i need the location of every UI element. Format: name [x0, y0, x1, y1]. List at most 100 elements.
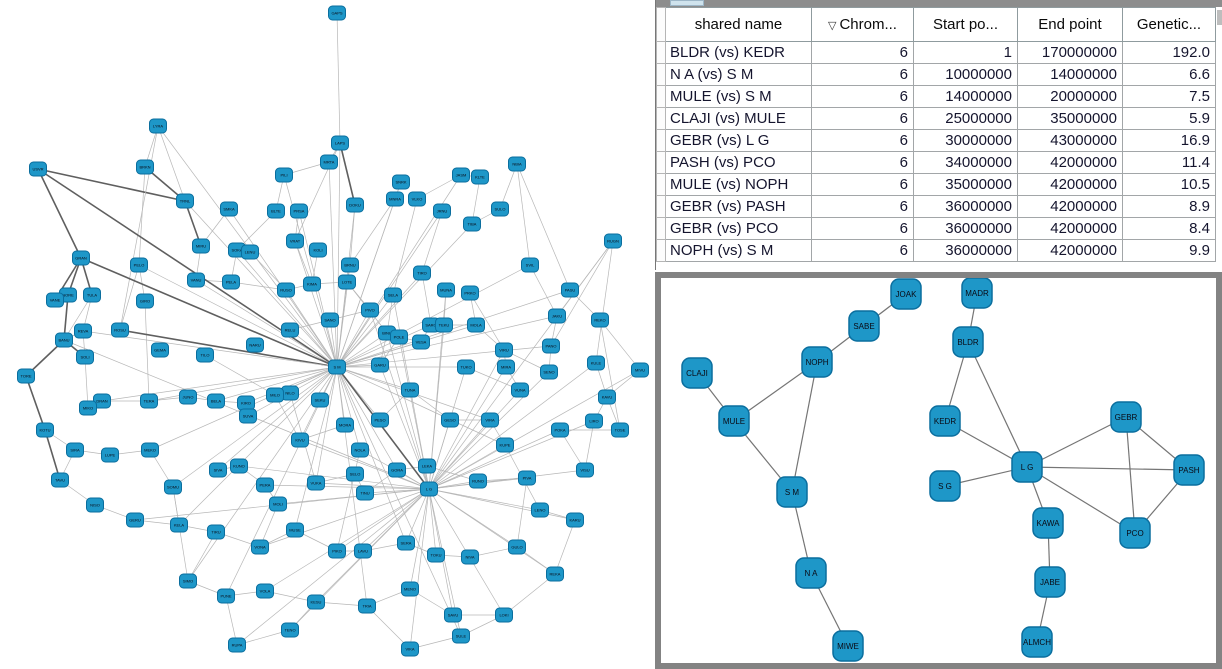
network-node-MNRA[interactable]: MNRA: [386, 191, 404, 207]
network-node-VISU[interactable]: VISU: [576, 462, 594, 478]
network-node-MORA[interactable]: MORA: [336, 417, 354, 433]
network-node-REKA[interactable]: REKA: [546, 566, 564, 582]
cell-value[interactable]: 6: [811, 129, 914, 152]
cell-value[interactable]: 11.4: [1122, 151, 1216, 174]
network-node-TEKU[interactable]: TEKU: [435, 317, 453, 333]
network-node-SIRA[interactable]: SIRA: [66, 442, 84, 458]
network-node-BLTE[interactable]: BLTE: [267, 203, 285, 219]
network-node-SAVU[interactable]: SAVU: [444, 607, 462, 623]
cell-shared-name[interactable]: MULE (vs) S M: [665, 85, 812, 108]
network-node-GULO[interactable]: GULO: [508, 539, 526, 555]
cell-value[interactable]: 42000000: [1017, 173, 1123, 196]
network-node-BELA[interactable]: BELA: [207, 393, 225, 409]
network-node-PILI[interactable]: PILI: [275, 167, 293, 183]
cell-value[interactable]: 36000000: [913, 217, 1018, 240]
network-node-VUKA[interactable]: VUKA: [307, 475, 325, 491]
network-node-BLDR[interactable]: BLDR: [952, 326, 984, 358]
cell-shared-name[interactable]: NOPH (vs) S M: [665, 239, 812, 262]
table-row[interactable]: PASH (vs) PCO 6 34000000 42000000 11.4: [656, 151, 1216, 174]
network-node-VANE[interactable]: VANE: [46, 292, 64, 308]
cell-value[interactable]: 6: [811, 41, 914, 64]
network-node-TIRU[interactable]: TIRU: [207, 524, 225, 540]
network-node-SERA[interactable]: SERA: [397, 535, 415, 551]
network-node-RUGN[interactable]: RUGN: [604, 233, 622, 249]
network-node-POLE[interactable]: POLE: [390, 329, 408, 345]
network-node-MOLI[interactable]: MOLI: [269, 496, 287, 512]
network-node-SVIL[interactable]: SVIL: [521, 257, 539, 273]
table-row[interactable]: CLAJI (vs) MULE 6 25000000 35000000 5.9: [656, 107, 1216, 130]
network-node-PIKO[interactable]: PIKO: [328, 543, 346, 559]
cell-value[interactable]: 25000000: [913, 107, 1018, 130]
network-node-KAVU[interactable]: KAVU: [598, 389, 616, 405]
network-node-JOAK[interactable]: JOAK: [890, 278, 922, 310]
network-node-SEKU[interactable]: SEKU: [311, 392, 329, 408]
network-node-TIRO[interactable]: TIRO: [413, 265, 431, 281]
network-node-REVA[interactable]: REVA: [74, 323, 92, 339]
network-node-ALMCH[interactable]: ALMCH: [1021, 626, 1053, 658]
cell-value[interactable]: 10000000: [913, 63, 1018, 86]
network-node-SABE[interactable]: SABE: [848, 310, 880, 342]
table-row[interactable]: N A (vs) S M 6 10000000 14000000 6.6: [656, 63, 1216, 86]
network-node-GESO[interactable]: GESO: [441, 412, 459, 428]
network-node-MULE[interactable]: MULE: [718, 405, 750, 437]
cell-value[interactable]: 42000000: [1017, 151, 1123, 174]
cell-value[interactable]: 170000000: [1017, 41, 1123, 64]
network-node-LENU[interactable]: LENU: [241, 244, 259, 260]
network-node-S-G[interactable]: S G: [929, 470, 961, 502]
network-node-NARU[interactable]: NARU: [246, 337, 264, 353]
network-node-TUKO[interactable]: TUKO: [457, 359, 475, 375]
table-row[interactable]: GEBR (vs) PCO 6 36000000 42000000 8.4: [656, 217, 1216, 240]
cell-value[interactable]: 1: [913, 41, 1018, 64]
network-node-LAVU[interactable]: LAVU: [354, 543, 372, 559]
network-node-KESU[interactable]: KESU: [307, 594, 325, 610]
network-node-MOLA[interactable]: MOLA: [467, 317, 485, 333]
network-node-SIVA[interactable]: SIVA: [209, 462, 227, 478]
network-node-REKO[interactable]: REKO: [591, 312, 609, 328]
network-edge[interactable]: [791, 361, 818, 493]
column-header-end-point[interactable]: End point: [1017, 7, 1123, 42]
network-node-TOSE[interactable]: TOSE: [611, 422, 629, 438]
network-node-PANO[interactable]: PANO: [542, 338, 560, 354]
network-edge[interactable]: [1125, 416, 1136, 534]
cell-value[interactable]: 192.0: [1122, 41, 1216, 64]
network-node-VUNA[interactable]: VUNA: [511, 382, 529, 398]
network-node-MADR[interactable]: MADR: [961, 278, 993, 309]
overview-network-canvas[interactable]: GAPS LAPS LYRA USVR BRKN MRTA PILI SNRK JASM KLTE…: [0, 0, 655, 669]
network-node-KUNO[interactable]: KUNO: [230, 458, 248, 474]
network-node-KIVU[interactable]: KIVU: [291, 432, 309, 448]
network-node-SMKA[interactable]: SMKA: [220, 201, 238, 217]
network-node-GARU[interactable]: GARU: [371, 357, 389, 373]
network-node-BRKN[interactable]: BRKN: [136, 159, 154, 175]
network-node-VANU[interactable]: VANU: [187, 272, 205, 288]
network-node-LEKA[interactable]: LEKA: [418, 458, 436, 474]
network-node-VOLA[interactable]: VOLA: [256, 583, 274, 599]
network-edge[interactable]: [1026, 416, 1127, 468]
network-node-LENO[interactable]: LENO: [531, 502, 549, 518]
cell-value[interactable]: 42000000: [1017, 195, 1123, 218]
network-node-KIRO[interactable]: KIRO: [237, 395, 255, 411]
network-node-TILO[interactable]: TILO: [196, 347, 214, 363]
network-node-PRKO[interactable]: PRKO: [461, 285, 479, 301]
network-node-VRAT[interactable]: VRAT: [286, 233, 304, 249]
cell-shared-name[interactable]: MULE (vs) NOPH: [665, 173, 812, 196]
network-node-LAPS[interactable]: LAPS: [331, 135, 349, 151]
cell-value[interactable]: 35000000: [913, 173, 1018, 196]
network-node-GEBR[interactable]: GEBR: [1110, 401, 1142, 433]
network-node-SENO[interactable]: SENO: [540, 364, 558, 380]
table-row[interactable]: BLDR (vs) KEDR 6 1 170000000 192.0: [656, 41, 1216, 64]
network-node-TERA[interactable]: TERA: [140, 393, 158, 409]
network-node-MILO[interactable]: MILO: [266, 387, 284, 403]
network-node-MUSE[interactable]: MUSE: [286, 522, 304, 538]
network-node-JUNO[interactable]: JUNO: [179, 389, 197, 405]
cell-value[interactable]: 42000000: [1017, 239, 1123, 262]
network-node-PASH[interactable]: PASH: [1173, 454, 1205, 486]
cell-value[interactable]: 6: [811, 173, 914, 196]
network-node-KLTE[interactable]: KLTE: [471, 169, 489, 185]
network-edge[interactable]: [1026, 466, 1136, 534]
network-node-VIRA[interactable]: VIRA: [481, 412, 499, 428]
cell-shared-name[interactable]: GEBR (vs) L G: [665, 129, 812, 152]
network-node-LIRO[interactable]: LIRO: [585, 413, 603, 429]
table-row[interactable]: MULE (vs) NOPH 6 35000000 42000000 10.5: [656, 173, 1216, 196]
network-node-MIRA[interactable]: MIRA: [497, 359, 515, 375]
network-node-SELA[interactable]: SELA: [384, 287, 402, 303]
